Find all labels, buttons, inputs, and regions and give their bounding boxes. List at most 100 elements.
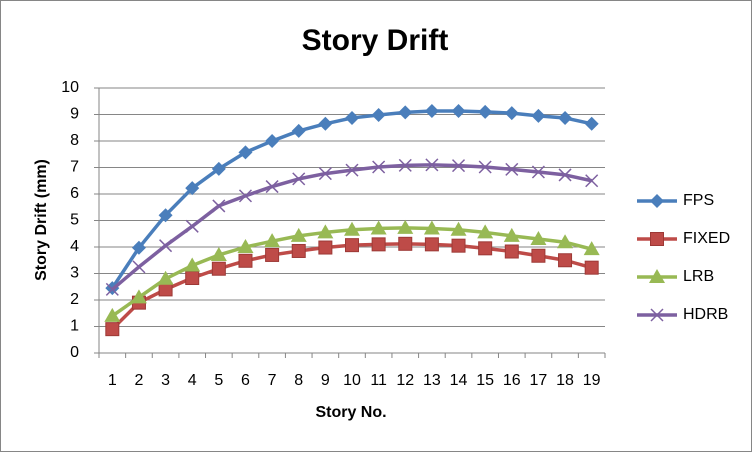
data-point [372,160,386,174]
data-point [345,163,359,177]
x-tick-label: 17 [530,372,548,389]
data-point [557,234,574,249]
data-point [371,108,386,123]
data-point [398,105,413,120]
data-point [265,134,280,148]
y-tick-label: 4 [70,238,79,255]
data-point [398,236,413,251]
data-point [265,247,280,262]
legend-label: FIXED [683,230,730,247]
data-point [185,219,199,233]
data-point [184,257,201,272]
data-point [265,180,279,194]
data-point [132,260,146,274]
data-point [238,253,253,268]
x-tick-label: 11 [370,372,387,389]
data-point [292,172,306,186]
data-point [371,237,386,252]
x-tick-label: 5 [214,372,223,389]
data-point [583,241,600,256]
data-point [345,238,359,253]
data-point [158,208,173,223]
x-tick-label: 8 [294,372,303,389]
data-point [584,260,599,275]
y-tick-label: 2 [70,291,79,308]
x-tick-label: 2 [134,372,143,389]
data-point [558,168,572,182]
data-point [211,261,226,276]
data-point [531,165,545,179]
x-tick-label: 14 [450,372,468,389]
data-point [130,289,147,304]
y-tick-label: 6 [70,185,79,202]
x-tick-label: 13 [423,372,441,389]
legend-label: HDRB [683,306,728,323]
data-point [585,174,599,188]
data-point [503,227,520,242]
data-point [290,227,307,242]
data-point [397,219,414,234]
data-point [212,199,226,213]
data-point [291,243,306,258]
data-point [477,224,494,239]
x-tick-label: 15 [476,372,494,389]
data-point [104,307,121,322]
data-point [478,104,493,119]
legend-label: FPS [683,192,714,209]
x-tick-label: 4 [188,372,197,389]
data-point [504,244,519,259]
data-point [398,158,412,172]
data-point [450,221,467,236]
data-point [478,241,493,256]
data-point [451,238,466,253]
x-tick-label: 10 [343,372,361,389]
data-point [211,161,226,176]
y-tick-label: 5 [70,212,79,229]
legend-marker [650,308,664,322]
legend-label: LRB [683,268,714,285]
data-point [105,322,120,337]
data-point [505,162,519,176]
data-point [318,240,333,255]
x-tick-label: 9 [321,372,330,389]
chart-title: Story Drift [302,24,449,57]
legend-marker [650,194,664,208]
data-point [558,110,573,125]
data-point [238,189,253,203]
data-point [504,106,519,121]
y-tick-label: 8 [70,132,79,149]
data-point [158,282,173,297]
y-tick-label: 1 [70,318,79,335]
data-point [530,231,547,246]
data-point [185,271,200,286]
data-point [345,110,359,125]
data-point [210,246,227,261]
data-point [344,221,360,236]
x-axis-title: Story No. [315,404,386,421]
x-tick-label: 16 [503,372,521,389]
data-point [584,116,599,131]
legend-marker [649,269,665,283]
data-point [291,123,306,138]
data-point [105,282,119,296]
data-point [531,108,546,123]
data-point [317,224,334,239]
data-point [238,145,253,160]
data-point [318,116,333,131]
data-point [478,160,492,174]
y-tick-label: 0 [70,344,79,361]
x-tick-label: 7 [268,372,277,389]
data-point [159,239,173,253]
data-point [131,240,146,255]
data-point [318,167,332,181]
data-point [424,104,439,119]
y-axis-title: Story Drift (mm) [33,159,50,281]
data-point [558,253,573,268]
data-point [531,248,546,263]
x-tick-label: 19 [583,372,601,389]
data-point [451,159,466,173]
x-tick-label: 6 [241,372,250,389]
data-point [264,233,281,248]
x-tick-label: 18 [556,372,574,389]
